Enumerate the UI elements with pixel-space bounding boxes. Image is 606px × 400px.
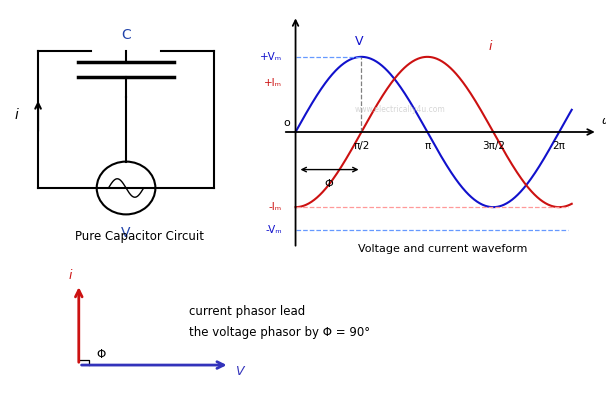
- Text: Voltage and current waveform: Voltage and current waveform: [358, 244, 527, 254]
- Text: Pure Capacitor Circuit: Pure Capacitor Circuit: [75, 230, 204, 243]
- Text: i: i: [68, 269, 72, 282]
- Text: V: V: [121, 226, 131, 240]
- Text: π: π: [424, 141, 430, 151]
- Text: V: V: [355, 35, 364, 48]
- Text: -Iₘ: -Iₘ: [269, 202, 282, 212]
- Text: 3π/2: 3π/2: [482, 141, 505, 151]
- Text: Φ: Φ: [324, 179, 333, 189]
- Text: +Iₘ: +Iₘ: [264, 78, 282, 88]
- Text: C: C: [121, 28, 131, 42]
- Text: current phasor lead: current phasor lead: [189, 305, 305, 318]
- Text: π/2: π/2: [353, 141, 370, 151]
- Text: Φ: Φ: [96, 348, 105, 361]
- Text: 2π: 2π: [553, 141, 565, 151]
- Text: V: V: [235, 365, 244, 378]
- Text: www.electrically4u.com: www.electrically4u.com: [355, 105, 446, 114]
- Text: ωt: ωt: [602, 116, 606, 126]
- Text: i: i: [488, 40, 492, 53]
- Text: i: i: [15, 108, 19, 122]
- Text: the voltage phasor by Φ = 90°: the voltage phasor by Φ = 90°: [189, 326, 370, 339]
- Text: +Vₘ: +Vₘ: [260, 52, 282, 62]
- Text: -Vₘ: -Vₘ: [265, 225, 282, 235]
- Text: o: o: [283, 118, 290, 128]
